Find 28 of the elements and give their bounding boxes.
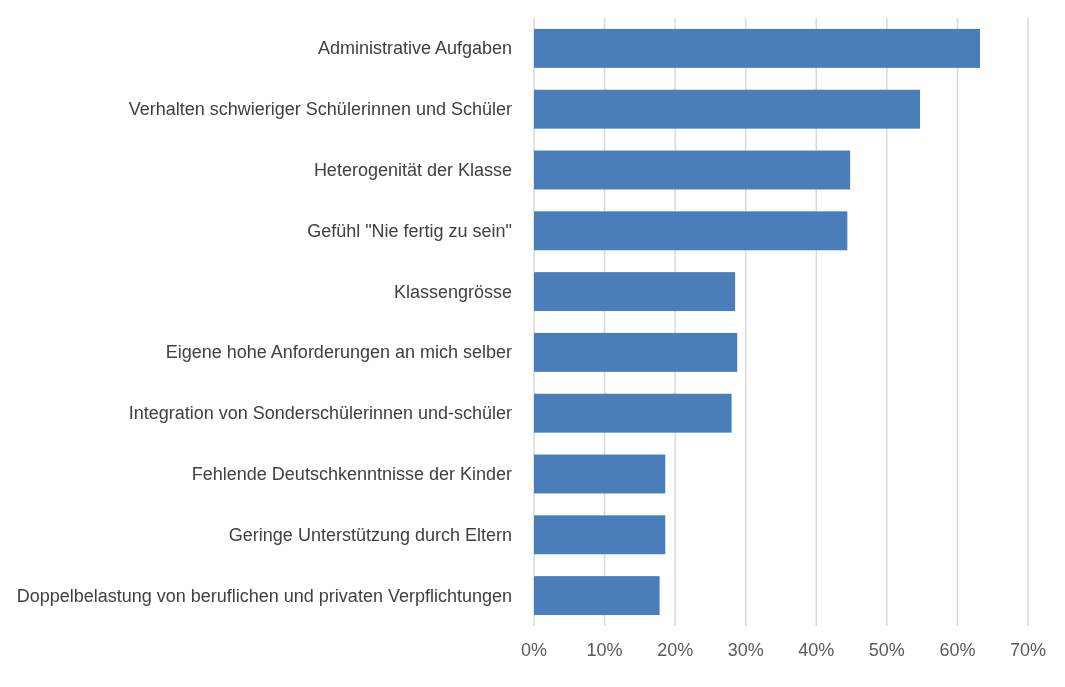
x-tick-label: 20%	[657, 640, 694, 660]
bar	[534, 393, 732, 433]
bar	[534, 576, 660, 616]
y-tick-label: Heterogenität der Klasse	[313, 160, 512, 180]
bar	[534, 515, 666, 555]
x-tick-label: 0%	[520, 640, 548, 660]
bar	[534, 211, 848, 251]
bar	[534, 28, 981, 68]
y-tick-label: Gefühl "Nie fertig zu sein"	[307, 220, 512, 241]
x-tick-label: 60%	[939, 640, 976, 660]
y-tick-label: Eigene hohe Anforderungen an mich selber	[165, 342, 512, 363]
x-tick-label: 70%	[1009, 640, 1047, 660]
x-tick-label: 10%	[586, 640, 623, 660]
y-tick-label: Klassengrösse	[393, 281, 512, 302]
y-tick-label: Administrative Aufgaben	[317, 38, 512, 59]
y-tick-label: Integration von Sonderschülerinnen und-schüler	[128, 403, 512, 424]
bar	[534, 150, 851, 190]
x-tick-label: 40%	[798, 640, 835, 660]
x-tick-label: 50%	[868, 640, 905, 660]
y-tick-label: Geringe Unterstützung durch Eltern	[228, 524, 512, 545]
y-tick-label: Doppelbelastung von beruflichen und privaten Verpflichtungen	[16, 585, 512, 606]
x-tick-label: 30%	[727, 640, 764, 660]
y-tick-label: Verhalten schwieriger Schülerinnen und Schüler	[128, 99, 512, 120]
bar	[534, 454, 666, 494]
bar	[534, 272, 736, 312]
bar	[534, 89, 921, 129]
bar	[534, 332, 738, 372]
y-tick-label: Fehlende Deutschkenntnisse der Kinder	[191, 464, 512, 484]
